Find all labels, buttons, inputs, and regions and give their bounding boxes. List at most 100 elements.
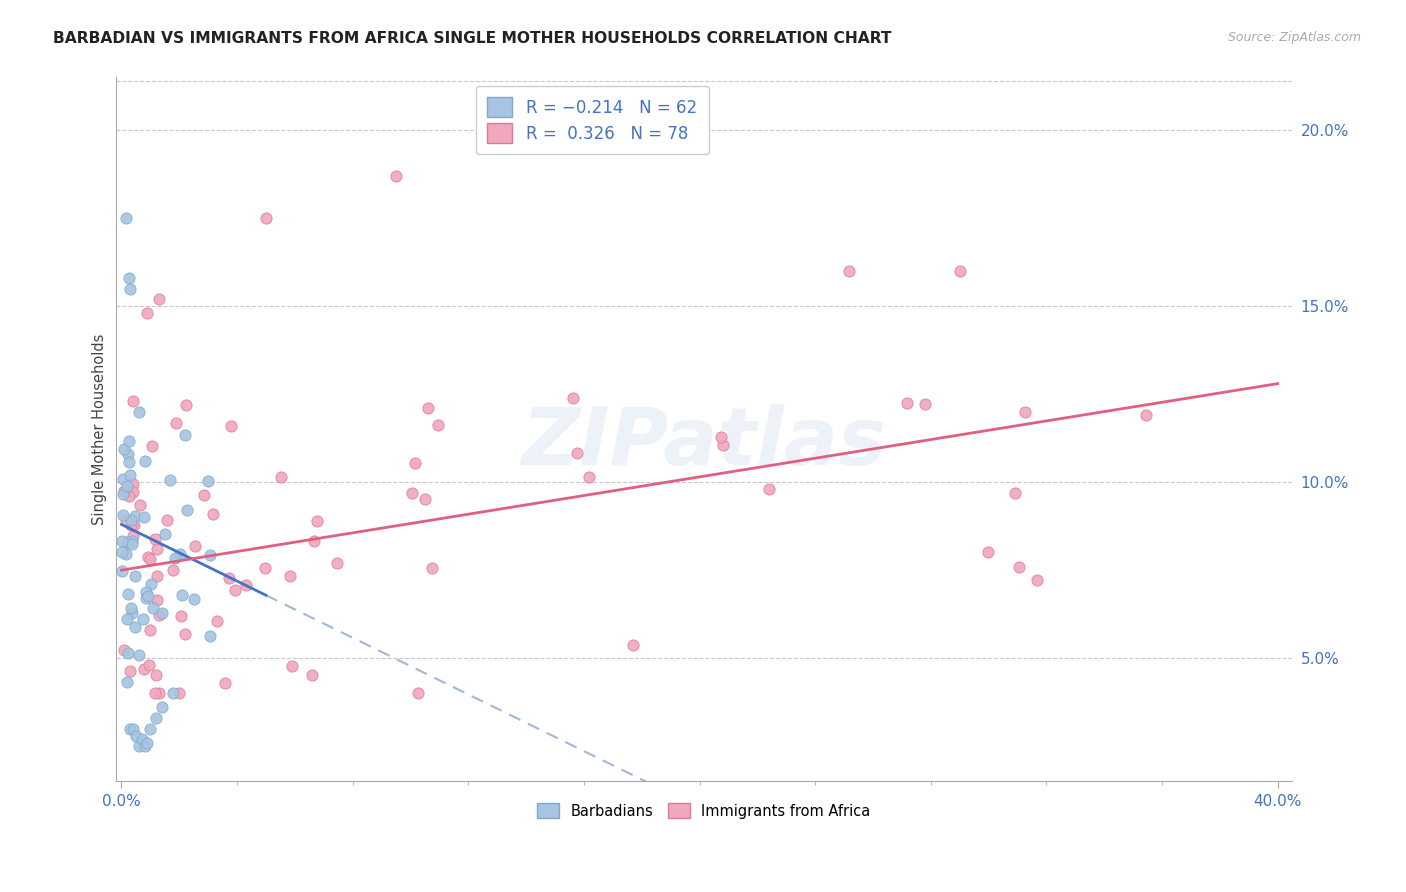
Point bbox=[122, 518, 145, 533]
Point bbox=[128, 648, 150, 662]
Point bbox=[270, 470, 292, 484]
Point bbox=[122, 722, 145, 736]
Point bbox=[121, 537, 143, 551]
Point bbox=[162, 563, 184, 577]
Point bbox=[567, 446, 589, 460]
Point bbox=[278, 568, 301, 582]
Point bbox=[146, 592, 169, 607]
Point bbox=[1026, 573, 1049, 587]
Point bbox=[134, 662, 156, 676]
Point bbox=[165, 416, 187, 430]
Point bbox=[121, 606, 143, 620]
Point bbox=[139, 552, 162, 566]
Point bbox=[167, 686, 190, 700]
Point bbox=[404, 456, 426, 470]
Point bbox=[112, 442, 135, 456]
Point bbox=[235, 577, 257, 591]
Point bbox=[111, 487, 134, 501]
Point bbox=[302, 534, 325, 549]
Point bbox=[281, 659, 304, 673]
Point bbox=[131, 732, 153, 747]
Point bbox=[401, 485, 423, 500]
Point bbox=[115, 535, 138, 549]
Point bbox=[142, 600, 165, 615]
Text: BARBADIAN VS IMMIGRANTS FROM AFRICA SINGLE MOTHER HOUSEHOLDS CORRELATION CHART: BARBADIAN VS IMMIGRANTS FROM AFRICA SING… bbox=[53, 31, 891, 46]
Point bbox=[413, 491, 436, 506]
Point bbox=[896, 396, 918, 410]
Point bbox=[128, 739, 150, 753]
Point bbox=[416, 401, 439, 415]
Point bbox=[174, 427, 197, 442]
Point bbox=[117, 587, 139, 601]
Point bbox=[197, 474, 219, 488]
Point bbox=[202, 508, 225, 522]
Point bbox=[254, 561, 277, 575]
Point bbox=[141, 577, 163, 591]
Point bbox=[385, 169, 408, 183]
Point bbox=[136, 736, 159, 750]
Point bbox=[120, 513, 142, 527]
Point bbox=[122, 393, 145, 408]
Point bbox=[193, 488, 215, 502]
Point bbox=[134, 739, 156, 753]
Point bbox=[143, 533, 166, 547]
Point bbox=[138, 657, 160, 672]
Text: Source: ZipAtlas.com: Source: ZipAtlas.com bbox=[1227, 31, 1361, 45]
Point bbox=[118, 664, 141, 678]
Point bbox=[148, 608, 170, 623]
Point bbox=[977, 545, 1000, 559]
Point bbox=[1008, 560, 1031, 574]
Point bbox=[198, 629, 221, 643]
Point bbox=[214, 676, 236, 690]
Point bbox=[121, 534, 143, 549]
Point bbox=[115, 547, 138, 561]
Point bbox=[115, 612, 138, 626]
Point bbox=[1135, 408, 1157, 422]
Point bbox=[200, 548, 222, 562]
Point bbox=[135, 591, 157, 606]
Point bbox=[111, 564, 134, 578]
Point bbox=[141, 439, 163, 453]
Point bbox=[128, 405, 150, 419]
Point bbox=[131, 612, 153, 626]
Point bbox=[136, 550, 159, 565]
Point bbox=[218, 571, 240, 585]
Point bbox=[146, 542, 169, 557]
Y-axis label: Single Mother Households: Single Mother Households bbox=[93, 334, 107, 525]
Point bbox=[183, 591, 205, 606]
Text: ZIPatlas: ZIPatlas bbox=[522, 404, 886, 483]
Point bbox=[118, 455, 141, 469]
Point bbox=[219, 419, 242, 434]
Point bbox=[134, 454, 156, 468]
Point bbox=[710, 430, 733, 444]
Point bbox=[406, 686, 429, 700]
Point bbox=[120, 282, 142, 296]
Point bbox=[125, 729, 148, 743]
Point bbox=[153, 527, 176, 541]
Point bbox=[174, 398, 197, 412]
Point bbox=[146, 569, 169, 583]
Point bbox=[112, 642, 135, 657]
Point bbox=[711, 437, 734, 451]
Point bbox=[124, 509, 146, 524]
Point bbox=[115, 675, 138, 690]
Point bbox=[117, 447, 139, 461]
Point bbox=[162, 686, 184, 700]
Point bbox=[117, 489, 139, 503]
Point bbox=[305, 514, 328, 528]
Point bbox=[914, 397, 936, 411]
Point bbox=[145, 711, 167, 725]
Point bbox=[143, 686, 166, 700]
Point bbox=[156, 513, 179, 527]
Point bbox=[148, 292, 170, 306]
Point bbox=[114, 211, 136, 226]
Point bbox=[121, 484, 143, 499]
Point bbox=[1014, 405, 1036, 419]
Point bbox=[578, 469, 600, 483]
Point bbox=[150, 606, 173, 620]
Point bbox=[118, 434, 141, 449]
Point bbox=[112, 472, 135, 486]
Point bbox=[949, 264, 972, 278]
Point bbox=[120, 722, 142, 736]
Point bbox=[148, 686, 170, 700]
